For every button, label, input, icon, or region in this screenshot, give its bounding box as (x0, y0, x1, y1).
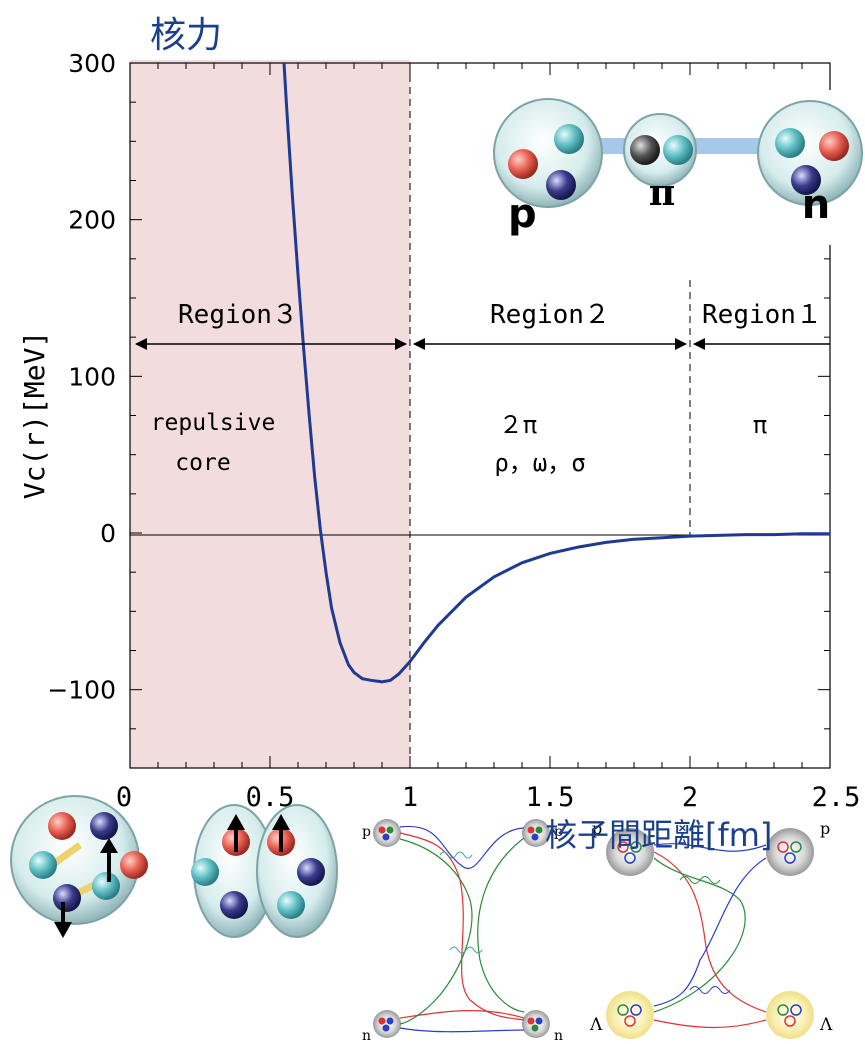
diagram-left-label-bl: n (362, 1028, 371, 1044)
quark-exchange-diagram-lambda: p p Λ Λ (589, 819, 833, 1039)
repulsive-core-shade (130, 60, 410, 768)
y-tick-label: −100 (47, 676, 116, 705)
diagram-left-label-br: n (554, 1028, 563, 1044)
region3-note-line2: core (175, 450, 230, 476)
axis-ticks (129, 62, 831, 769)
overlap-nucleons-illustration (191, 804, 338, 938)
x-axis-label: 核子間距離[fm] (545, 816, 773, 854)
region3-note-line1: repulsive (151, 410, 276, 436)
region3-label: Region３ (178, 300, 298, 330)
chart-title: 核力 (150, 15, 223, 56)
region2-label: Region２ (490, 300, 610, 330)
diagram-right-label-tl: p (592, 819, 602, 838)
diagram-right-label-tr: p (820, 819, 830, 838)
x-tick-label: 0 (116, 782, 132, 813)
y-axis-label: Vc(r)[MeV] (18, 331, 51, 500)
hexaquark-illustration (10, 795, 148, 938)
x-tick-label: 1.5 (526, 782, 575, 813)
diagram-left-label-tr: p (554, 824, 563, 840)
x-tick-label: 2 (682, 782, 698, 813)
pion-exchange-illustration: p π n (490, 90, 865, 245)
region1-label: Region１ (702, 300, 822, 330)
potential-curve (282, 63, 830, 684)
region2-note-line2: ρ，ω，σ (494, 449, 585, 477)
diagram-left-label-tl: p (362, 824, 371, 840)
y-tick-label: 0 (100, 519, 116, 548)
x-tick-label: 1 (402, 782, 418, 813)
label-pi: π (649, 172, 675, 214)
label-p: p (508, 191, 537, 237)
y-tick-label: 200 (68, 206, 116, 235)
y-tick-labels: 300 200 100 0 −100 (47, 49, 116, 705)
y-tick-label: 300 (68, 49, 116, 78)
region1-note-line1: π (753, 411, 767, 439)
region2-note-line1: ２π (499, 411, 537, 439)
quark-exchange-diagram-nn: p p n n (362, 819, 563, 1044)
diagram-right-label-bl: Λ (589, 1015, 603, 1035)
x-tick-label: 2.5 (812, 782, 861, 813)
label-n: n (802, 182, 830, 228)
diagram-right-label-br: Λ (819, 1015, 833, 1035)
y-tick-label: 100 (68, 362, 116, 391)
